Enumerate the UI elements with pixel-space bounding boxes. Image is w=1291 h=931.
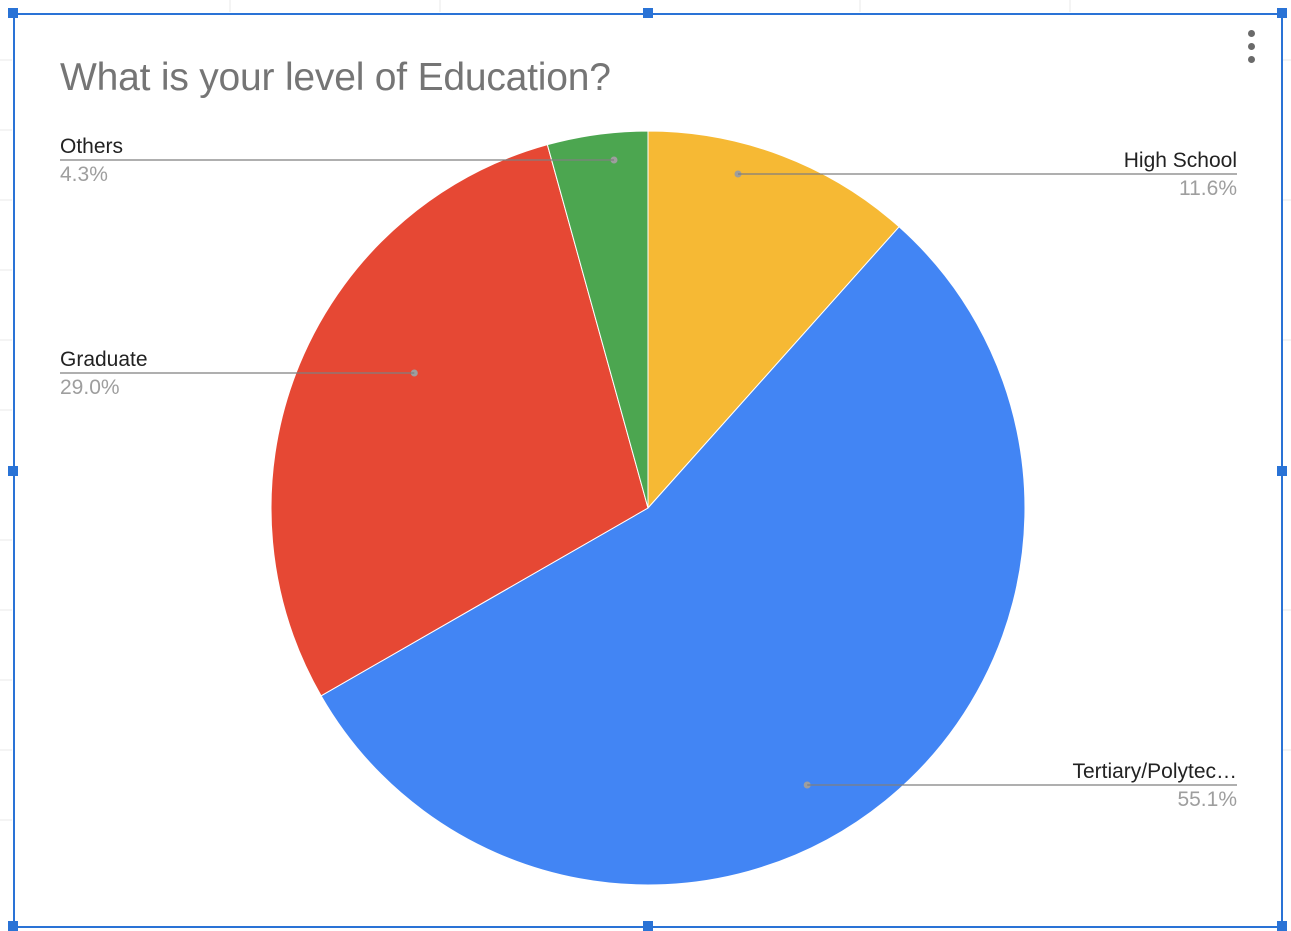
slice-label-others: Others (60, 135, 123, 158)
slice-percent-high-school: 11.6% (1179, 177, 1237, 200)
slice-label-tertiary-polytec: Tertiary/Polytec… (1072, 760, 1237, 783)
slice-label-graduate: Graduate (60, 348, 148, 371)
slice-label-high-school: High School (1124, 149, 1237, 172)
slice-percent-others: 4.3% (60, 163, 108, 186)
slice-percent-graduate: 29.0% (60, 376, 120, 399)
slice-percent-tertiary-polytec: 55.1% (1177, 788, 1237, 811)
